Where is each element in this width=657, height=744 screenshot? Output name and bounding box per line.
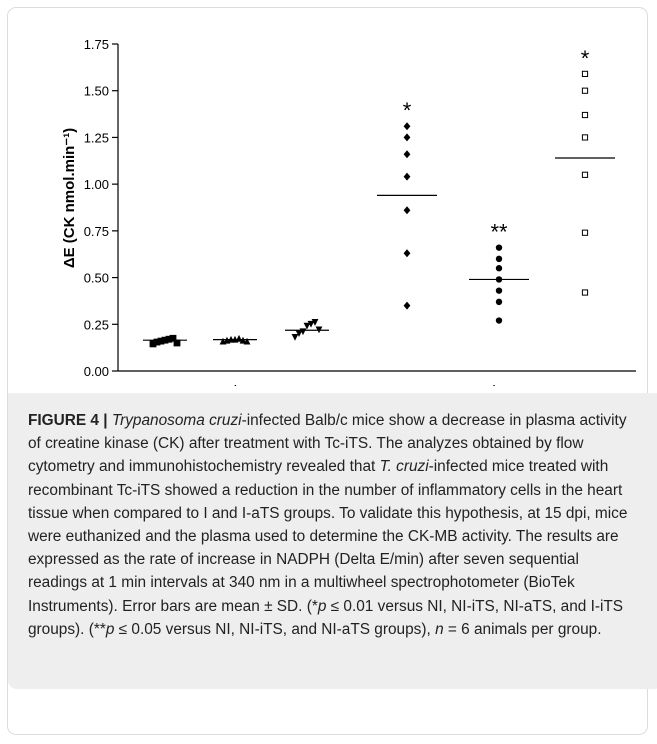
data-point [303, 322, 311, 330]
group-NI [143, 334, 187, 348]
data-point [403, 301, 411, 310]
group-NI-aTS [285, 319, 329, 341]
caption-body: Trypanosoma cruzi-infected Balb/c mice s… [28, 412, 628, 638]
x-tick-label: NI [158, 383, 173, 386]
data-point [581, 134, 589, 141]
data-point [403, 122, 411, 131]
data-point [581, 87, 589, 94]
y-axis: 0.00 0.25 0.50 0.75 1.00 1.25 1.50 1.75 [84, 37, 119, 379]
figure-label: FIGURE 4 | [28, 412, 108, 429]
y-tick-label: 0.00 [84, 364, 109, 379]
caption-text: FIGURE 4 | Trypanosoma cruzi-infected Ba… [8, 393, 657, 641]
y-tick-label: 1.50 [84, 84, 109, 99]
data-point [581, 289, 589, 296]
x-tick-label: NI-iTS [214, 383, 257, 386]
x-tick-label: I [405, 383, 409, 386]
data-point [403, 172, 411, 181]
data-point [165, 335, 173, 343]
figure-caption: FIGURE 4 | Trypanosoma cruzi-infected Ba… [8, 393, 657, 689]
data-point [169, 334, 177, 342]
significance-annotation: * [403, 98, 412, 123]
scatter-chart: 0.00 0.25 0.50 0.75 1.00 1.25 1.50 1.75 NI NI-iT… [61, 37, 636, 386]
y-tick-label: 0.50 [84, 271, 109, 286]
data-point [149, 340, 157, 348]
data-point [581, 229, 589, 236]
data-point [495, 255, 503, 263]
data-point [403, 206, 411, 215]
y-tick-label: 1.25 [84, 130, 109, 145]
data-point [581, 171, 589, 178]
data-point [403, 249, 411, 258]
group-I-aTS: * [555, 46, 615, 296]
group-I-iTS: ** [469, 220, 529, 324]
data-point [581, 111, 589, 119]
data-point [495, 287, 503, 294]
x-tick-label: I-iTS [483, 383, 515, 386]
group-NI-iTS [213, 334, 257, 345]
y-tick-label: 1.75 [84, 37, 109, 52]
data-point [581, 70, 589, 77]
data-point [291, 333, 299, 341]
data-point [243, 337, 251, 345]
data-point [403, 133, 411, 142]
data-point [495, 244, 503, 251]
data-point [173, 339, 181, 347]
data-point [307, 320, 315, 328]
significance-annotation: ** [490, 220, 508, 245]
significance-annotation: * [581, 46, 590, 71]
y-tick-label: 0.75 [84, 224, 109, 239]
data-point [153, 338, 161, 346]
data-point [157, 337, 165, 345]
data-point [495, 298, 503, 306]
data-point [311, 319, 319, 326]
x-tick-label: I-aTS [567, 383, 604, 386]
data-point [295, 330, 303, 338]
data-marks: **** [143, 46, 615, 348]
y-tick-label: 0.25 [84, 317, 109, 332]
data-point [495, 265, 503, 272]
group-I: * [377, 98, 437, 310]
x-axis: NI NI-iTS NI-aTS I I-iTS I-aTS [118, 370, 636, 386]
data-point [495, 317, 503, 324]
x-tick-label: NI-aTS [283, 383, 331, 386]
data-point [403, 150, 411, 159]
y-tick-label: 1.00 [84, 177, 109, 192]
y-axis-label: ΔE (CK nmol.min⁻¹) [61, 128, 78, 268]
